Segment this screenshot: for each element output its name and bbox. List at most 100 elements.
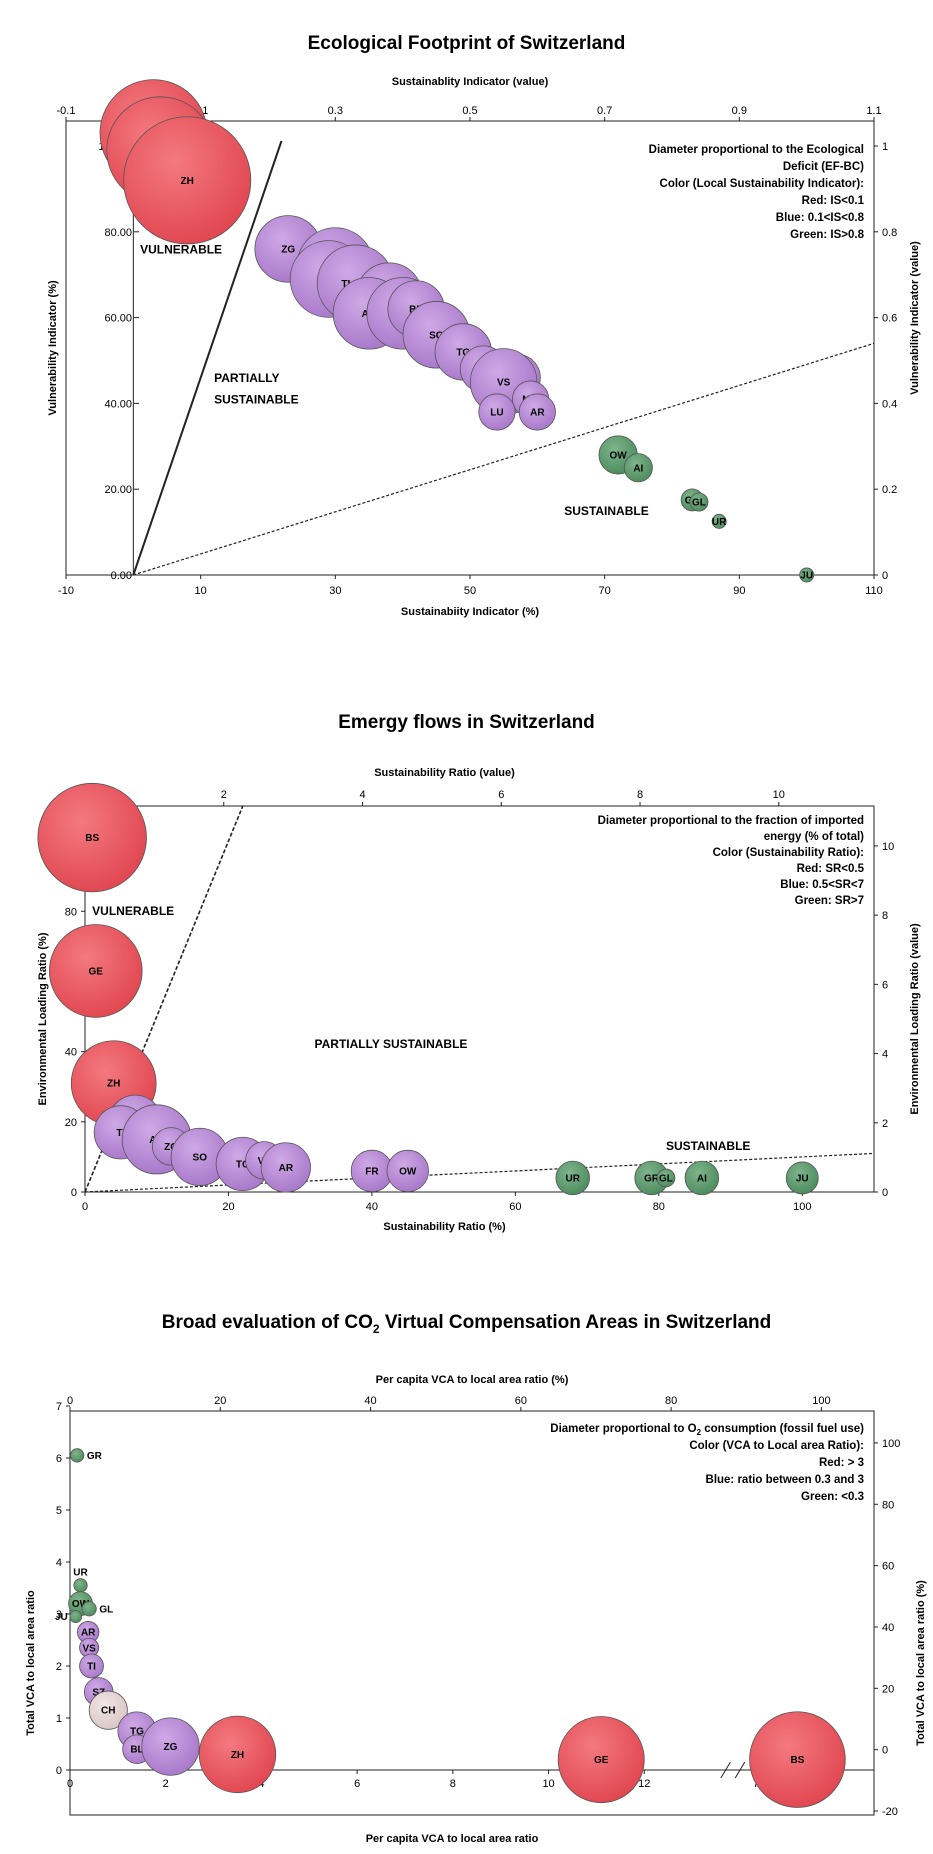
point-ju-bubble xyxy=(785,1161,819,1195)
x2-tick-label: 80 xyxy=(665,1395,677,1407)
sustainable-boundary xyxy=(133,342,875,576)
y-tick-label: 4 xyxy=(56,1557,62,1569)
x2-tick-label: 60 xyxy=(515,1395,527,1407)
x2-tick-label: 1.1 xyxy=(866,105,881,117)
y2-tick-label: 0 xyxy=(882,1745,888,1757)
point-gr-bubble xyxy=(70,1448,85,1463)
y2-axis-title: Total VCA to local area ratio (%) xyxy=(915,1580,927,1746)
point-vs-label: VS xyxy=(497,377,511,388)
point-gl-bubble xyxy=(689,492,709,512)
point-gl-label: GL xyxy=(692,498,706,509)
point-bs-label: BS xyxy=(790,1755,804,1766)
y2-tick-label: 0.2 xyxy=(882,484,897,496)
x2-tick-label: 6 xyxy=(498,789,504,801)
y2-tick-label: 8 xyxy=(882,910,888,922)
x2-tick-label: -0.1 xyxy=(57,105,76,117)
x2-axis-title: Sustainability Ratio (value) xyxy=(374,767,515,779)
point-ge-bubble xyxy=(557,1716,645,1804)
point-so-label: SO xyxy=(193,1152,208,1163)
point-ar-label: AR xyxy=(530,407,545,418)
region-label: VULNERABLE xyxy=(140,242,222,256)
legend-note: Diameter proportional to O2 consumption … xyxy=(550,1423,864,1437)
x-tick-label: 0 xyxy=(82,1201,88,1213)
y-tick-label: 1 xyxy=(56,1713,62,1725)
y2-tick-label: 0.6 xyxy=(882,313,897,325)
region-label: PARTIALLY xyxy=(214,371,279,385)
point-zg-label: ZG xyxy=(164,1142,178,1153)
y-tick-label: 2 xyxy=(56,1661,62,1673)
point-gr-label: GR xyxy=(87,1451,103,1462)
point-zg-label: ZG xyxy=(164,1742,178,1753)
y-tick-label: 60.00 xyxy=(104,313,132,325)
chart3-title: Broad evaluation of CO2 Virtual Compensa… xyxy=(161,1312,772,1336)
x2-axis-title: Sustainablity Indicator (value) xyxy=(392,76,549,88)
point-gr-label: GR xyxy=(644,1173,660,1184)
point-ti-label: TI xyxy=(87,1662,96,1673)
x-tick-label: -10 xyxy=(58,585,74,597)
chart2-title: Emergy flows in Switzerland xyxy=(338,712,595,733)
y-tick-label: 40 xyxy=(65,1047,77,1059)
point-lu-bubble xyxy=(478,393,516,431)
point-zh-label: ZH xyxy=(107,1079,120,1090)
point-ar-bubble xyxy=(518,393,556,431)
plot-frame xyxy=(69,1410,875,1816)
y2-tick-label: 100 xyxy=(882,1438,900,1450)
point-ju-label: JU xyxy=(800,571,813,582)
point-ow-label: OW xyxy=(610,450,628,461)
y-tick-label: 80 xyxy=(65,906,77,918)
y2-tick-label: 4 xyxy=(882,1049,888,1061)
legend-note: Red: SR<0.5 xyxy=(797,863,865,875)
point-ar-label: AR xyxy=(279,1163,294,1174)
x-tick-label: 12 xyxy=(638,1778,650,1790)
point-bs-bubble xyxy=(37,782,147,893)
x2-tick-label: 0.7 xyxy=(597,105,612,117)
point-zh-bubble xyxy=(198,1715,277,1794)
x-tick-label: 70 xyxy=(599,585,611,597)
chart1-title: Ecological Footprint of Switzerland xyxy=(307,33,626,54)
point-zh-label: ZH xyxy=(231,1750,244,1761)
x-tick-label: 110 xyxy=(865,585,883,597)
legend-note: Green: IS>0.8 xyxy=(790,229,864,241)
y2-tick-label: 20 xyxy=(882,1683,894,1695)
y-tick-label: 80.00 xyxy=(104,227,132,239)
axis-break-mark xyxy=(720,1761,731,1779)
x-tick-label: 30 xyxy=(329,585,341,597)
point-ti-bubble xyxy=(79,1653,104,1679)
x-axis-title: Sustainabiity Indicator (%) xyxy=(401,606,539,618)
legend-note: Color (VCA to Local area Ratio): xyxy=(689,1440,864,1452)
y-tick-label: 0.00 xyxy=(111,570,132,582)
legend-note: Red: > 3 xyxy=(819,1457,864,1469)
x2-tick-label: 0.3 xyxy=(328,105,343,117)
legend-note: Blue: 0.5<SR<7 xyxy=(780,879,864,891)
y-tick-label: 3 xyxy=(56,1609,62,1621)
legend-note: Color (Sustainability Ratio): xyxy=(713,847,864,859)
x-tick-label: 80 xyxy=(653,1201,665,1213)
region-label: SUSTAINABLE xyxy=(666,1139,750,1153)
point-ai-label: AI xyxy=(697,1173,707,1184)
ecological-footprint-chart: -101030507090110-0.10.10.30.50.70.91.10.… xyxy=(47,76,921,618)
point-zh-bubble xyxy=(123,116,252,245)
point-ur-label: UR xyxy=(566,1173,581,1184)
y-tick-label: 0 xyxy=(71,1187,77,1199)
point-vs-label: VS xyxy=(82,1643,96,1654)
x-tick-label: 0 xyxy=(67,1778,73,1790)
y2-tick-label: 6 xyxy=(882,979,888,991)
y-tick-label: 6 xyxy=(56,1453,62,1465)
region-label: VULNERABLE xyxy=(92,904,174,918)
x-axis-title: Per capita VCA to local area ratio xyxy=(366,1833,539,1845)
y2-tick-label: 40 xyxy=(882,1622,894,1634)
point-ai-bubble xyxy=(623,453,653,483)
point-sg-label: SG xyxy=(429,330,444,341)
y2-tick-label: -20 xyxy=(882,1806,898,1818)
x-tick-label: 100 xyxy=(793,1201,811,1213)
point-ju-label: JU xyxy=(55,1612,68,1623)
point-ai-bubble xyxy=(684,1160,720,1196)
point-ch-label: CH xyxy=(101,1706,115,1717)
point-tg-label: TG xyxy=(130,1727,144,1738)
point-ar-label: AR xyxy=(81,1628,96,1639)
x-tick-label: 8 xyxy=(450,1778,456,1790)
x2-tick-label: 2 xyxy=(221,789,227,801)
point-bs-bubble xyxy=(749,1711,846,1808)
y2-tick-label: 0 xyxy=(882,570,888,582)
